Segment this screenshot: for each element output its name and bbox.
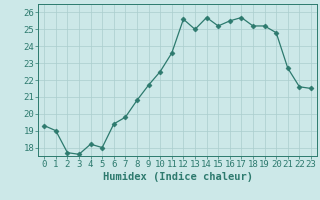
X-axis label: Humidex (Indice chaleur): Humidex (Indice chaleur) <box>103 172 252 182</box>
